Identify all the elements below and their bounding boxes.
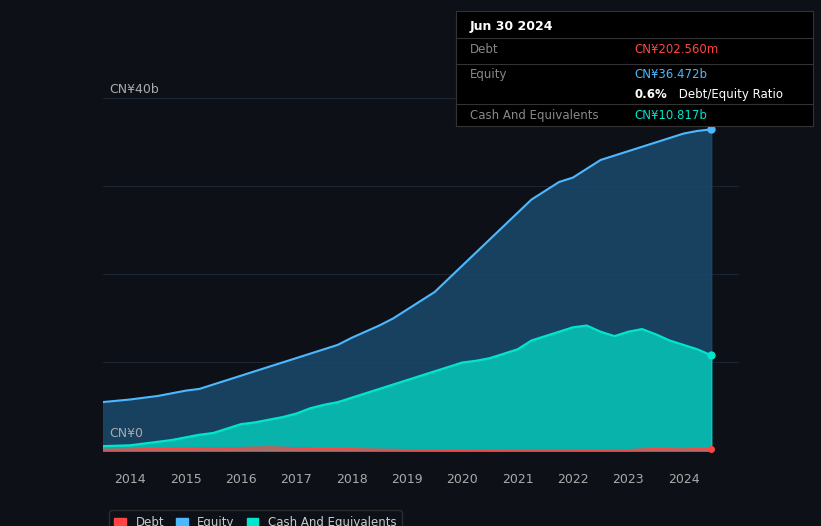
Text: Debt: Debt [470, 43, 498, 56]
Text: 0.6%: 0.6% [635, 88, 667, 101]
Text: Jun 30 2024: Jun 30 2024 [470, 20, 553, 33]
Text: CN¥40b: CN¥40b [109, 84, 158, 96]
Text: CN¥36.472b: CN¥36.472b [635, 68, 707, 82]
Text: CN¥0: CN¥0 [109, 427, 143, 440]
Text: Equity: Equity [470, 68, 507, 82]
Text: Cash And Equivalents: Cash And Equivalents [470, 109, 599, 122]
Text: Debt/Equity Ratio: Debt/Equity Ratio [676, 88, 783, 101]
Text: CN¥202.560m: CN¥202.560m [635, 43, 718, 56]
Text: CN¥10.817b: CN¥10.817b [635, 109, 707, 122]
Legend: Debt, Equity, Cash And Equivalents: Debt, Equity, Cash And Equivalents [108, 510, 402, 526]
